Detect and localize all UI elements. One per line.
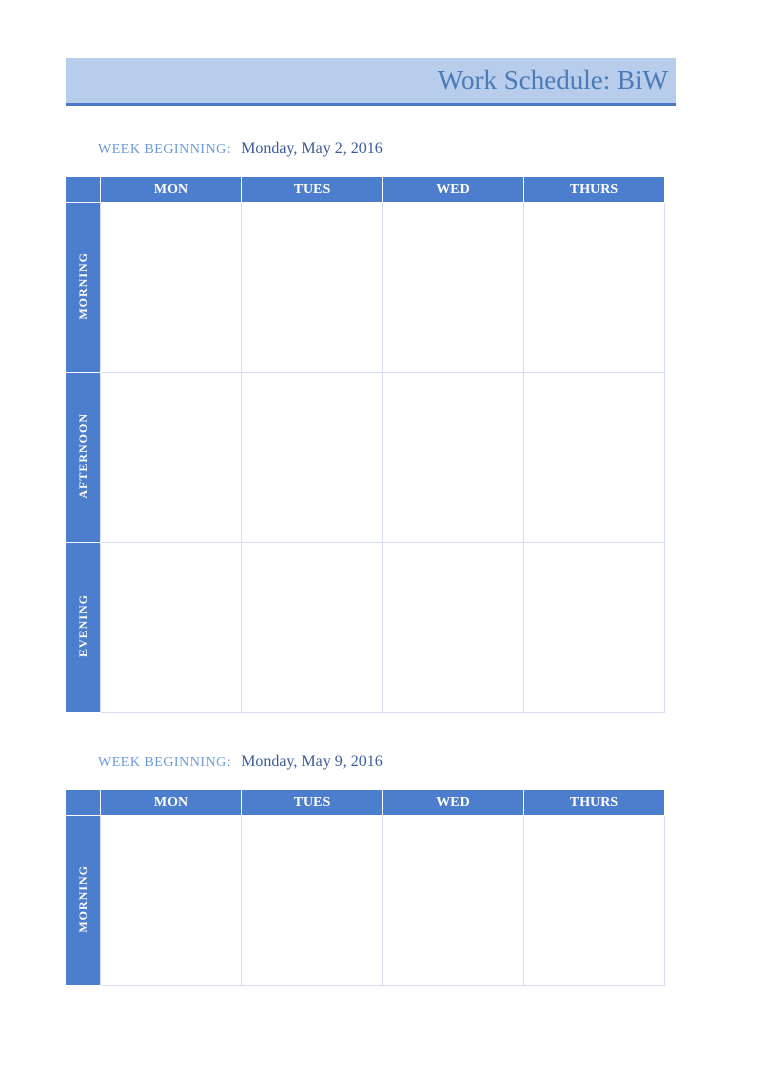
table-row: MORNING bbox=[67, 203, 665, 373]
table-row: MORNING bbox=[67, 816, 665, 986]
week-block-2: WEEK BEGINNING: Monday, May 9, 2016 MON … bbox=[66, 753, 768, 986]
schedule-cell[interactable] bbox=[383, 816, 524, 986]
row-header-evening: EVENING bbox=[67, 543, 101, 713]
week-beginning-label: WEEK BEGINNING: bbox=[98, 142, 231, 158]
schedule-cell[interactable] bbox=[242, 373, 383, 543]
table-header-row: MON TUES WED THURS bbox=[67, 177, 665, 203]
page-title: Work Schedule: BiW bbox=[438, 65, 668, 96]
schedule-cell[interactable] bbox=[524, 816, 665, 986]
day-header-thurs: THURS bbox=[524, 790, 665, 816]
table-row: AFTERNOON bbox=[67, 373, 665, 543]
header-corner bbox=[67, 790, 101, 816]
day-header-thurs: THURS bbox=[524, 177, 665, 203]
schedule-cell[interactable] bbox=[524, 203, 665, 373]
row-header-morning: MORNING bbox=[67, 203, 101, 373]
title-bar: Work Schedule: BiW bbox=[66, 58, 676, 106]
day-header-mon: MON bbox=[101, 790, 242, 816]
schedule-cell[interactable] bbox=[524, 373, 665, 543]
week-beginning-date-1: Monday, May 2, 2016 bbox=[241, 140, 383, 158]
week-beginning-row-2: WEEK BEGINNING: Monday, May 9, 2016 bbox=[66, 753, 768, 771]
schedule-cell[interactable] bbox=[242, 816, 383, 986]
schedule-table-2: MON TUES WED THURS MORNING bbox=[66, 789, 665, 986]
row-header-label: AFTERNOON bbox=[76, 413, 91, 499]
day-header-tues: TUES bbox=[242, 790, 383, 816]
schedule-cell[interactable] bbox=[101, 373, 242, 543]
schedule-cell[interactable] bbox=[383, 203, 524, 373]
week-beginning-row-1: WEEK BEGINNING: Monday, May 2, 2016 bbox=[66, 140, 768, 158]
table-row: EVENING bbox=[67, 543, 665, 713]
schedule-cell[interactable] bbox=[524, 543, 665, 713]
schedule-table-1: MON TUES WED THURS MORNING AFTERNOON bbox=[66, 176, 665, 713]
week-block-1: WEEK BEGINNING: Monday, May 2, 2016 MON … bbox=[66, 140, 768, 713]
week-beginning-date-2: Monday, May 9, 2016 bbox=[241, 753, 383, 771]
schedule-cell[interactable] bbox=[242, 203, 383, 373]
schedule-cell[interactable] bbox=[101, 816, 242, 986]
row-header-label: MORNING bbox=[76, 865, 91, 933]
week-beginning-label: WEEK BEGINNING: bbox=[98, 755, 231, 771]
table-header-row: MON TUES WED THURS bbox=[67, 790, 665, 816]
schedule-cell[interactable] bbox=[101, 543, 242, 713]
header-corner bbox=[67, 177, 101, 203]
schedule-cell[interactable] bbox=[383, 543, 524, 713]
day-header-wed: WED bbox=[383, 790, 524, 816]
row-header-label: MORNING bbox=[76, 252, 91, 320]
schedule-cell[interactable] bbox=[242, 543, 383, 713]
day-header-tues: TUES bbox=[242, 177, 383, 203]
row-header-afternoon: AFTERNOON bbox=[67, 373, 101, 543]
schedule-cell[interactable] bbox=[383, 373, 524, 543]
schedule-cell[interactable] bbox=[101, 203, 242, 373]
day-header-wed: WED bbox=[383, 177, 524, 203]
row-header-morning: MORNING bbox=[67, 816, 101, 986]
row-header-label: EVENING bbox=[76, 594, 91, 657]
day-header-mon: MON bbox=[101, 177, 242, 203]
